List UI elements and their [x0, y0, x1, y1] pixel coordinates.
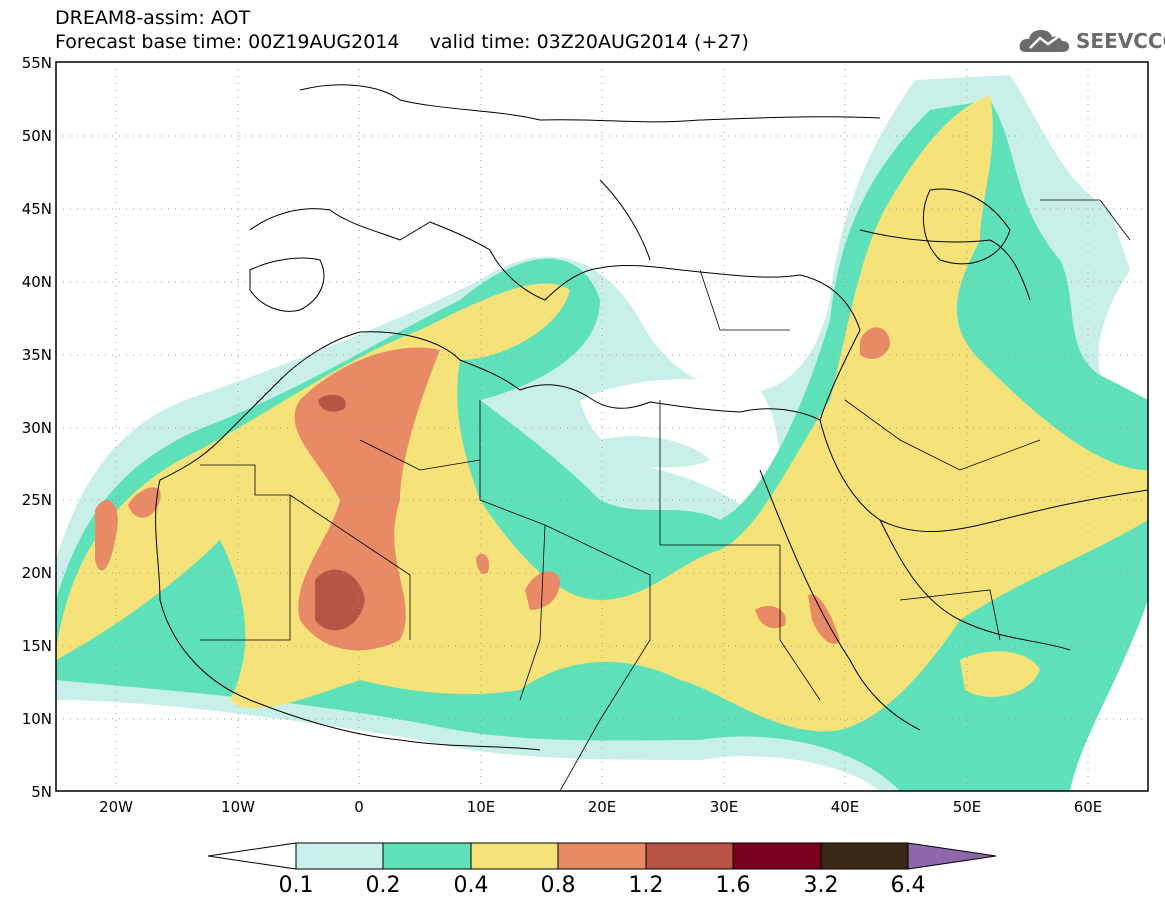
lon-label: 20W — [99, 798, 133, 816]
aot-band-1.2-a — [315, 569, 365, 631]
aot-band-0.8-b — [95, 500, 118, 571]
aot-clear-patch — [600, 436, 710, 468]
lat-label: 5N — [31, 783, 52, 801]
borders — [200, 199, 1131, 791]
lon-label: 10E — [467, 798, 496, 816]
lon-label: 50E — [953, 798, 982, 816]
lon-label: 40E — [831, 798, 860, 816]
aot-band-0.8-e — [860, 327, 890, 359]
lat-label: 20N — [22, 564, 52, 582]
colorbar-label: 1.2 — [629, 873, 664, 898]
lat-label: 50N — [22, 127, 52, 145]
lat-label: 30N — [22, 419, 52, 437]
colorbar-swatch — [295, 842, 384, 870]
lat-label: 25N — [22, 491, 52, 509]
lon-labels: 20W 10W 0 10E 20E 30E 40E 50E 60E — [99, 798, 1102, 816]
colorbar-label: 0.2 — [366, 873, 401, 898]
lon-label: 60E — [1074, 798, 1103, 816]
lat-label: 10N — [22, 710, 52, 728]
colorbar-label: 0.4 — [454, 873, 489, 898]
lon-label: 0 — [354, 798, 364, 816]
colorbar — [207, 842, 997, 870]
colorbar-swatch — [645, 842, 734, 870]
lon-label: 10W — [221, 798, 255, 816]
logo-text: SEEVCCC — [1076, 29, 1165, 53]
colorbar-labels: 0.1 0.2 0.4 0.8 1.2 1.6 3.2 6.4 — [279, 873, 926, 898]
seevccc-logo: SEEVCCC — [1018, 24, 1165, 60]
lon-label: 30E — [710, 798, 739, 816]
colorbar-swatch — [820, 842, 909, 870]
lat-label: 15N — [22, 637, 52, 655]
lat-labels: 55N 50N 45N 40N 35N 30N 25N 20N 15N 10N … — [22, 54, 52, 801]
aot-field — [56, 75, 1148, 791]
lat-label: 55N — [22, 54, 52, 72]
aot-band-0.8-c — [128, 487, 161, 518]
cloud-icon — [1019, 30, 1070, 52]
colorbar-label: 0.8 — [541, 873, 576, 898]
colorbar-label: 3.2 — [804, 873, 839, 898]
colorbar-swatch — [557, 842, 647, 870]
map-frame — [55, 61, 1149, 792]
map-title: DREAM8-assim: AOT — [55, 7, 251, 29]
colorbar-label: 0.1 — [279, 873, 314, 898]
colorbar-label: 6.4 — [891, 873, 926, 898]
lat-label: 35N — [22, 346, 52, 364]
aot-band-1.2-b — [318, 394, 346, 412]
colorbar-swatch — [382, 842, 472, 870]
colorbar-swatch — [470, 842, 559, 870]
colorbar-label: 1.6 — [716, 873, 751, 898]
aot-band-0.8-f — [755, 605, 786, 629]
forecast-times: Forecast base time: 00Z19AUG2014 valid t… — [55, 31, 749, 53]
lat-label: 40N — [22, 273, 52, 291]
lat-label: 45N — [22, 200, 52, 218]
graticule — [56, 62, 1148, 791]
colorbar-swatch — [732, 842, 822, 870]
colorbar-over-arrow — [907, 842, 997, 870]
lon-label: 20E — [588, 798, 617, 816]
aot-band-0.8-h — [476, 553, 489, 575]
aot-patch-east — [960, 651, 1040, 698]
colorbar-under-arrow — [207, 842, 297, 870]
coastlines — [155, 84, 1148, 751]
